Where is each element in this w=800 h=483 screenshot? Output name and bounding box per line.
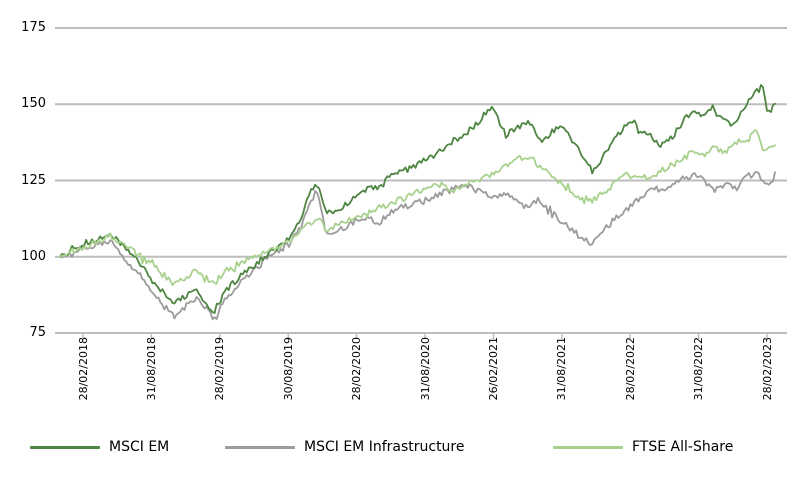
legend-line-msci-em (30, 445, 100, 449)
legend-line-ftse-all-share (553, 445, 623, 449)
legend-item-ftse-all-share: FTSE All-Share (553, 436, 733, 458)
y-axis-tick-label: 100 (21, 248, 46, 264)
y-axis-tick-label: 150 (21, 96, 46, 112)
x-axis-tick-label: 28/02/2018 (76, 337, 90, 401)
x-axis-tick-label: 28/02/2020 (350, 337, 364, 401)
series-line-ftse-all-share (59, 129, 776, 287)
x-axis-tick-label: 31/08/2020 (418, 337, 432, 401)
legend-item-msci-em-infrastructure: MSCI EM Infrastructure (225, 436, 465, 458)
series-line-msci-em (59, 84, 776, 314)
chart-legend: MSCI EM MSCI EM Infrastructure FTSE All-… (0, 436, 800, 462)
x-axis-tick-label: 31/08/2018 (144, 337, 158, 401)
y-axis-tick-label: 75 (29, 325, 46, 340)
y-axis-tick-label: 175 (21, 20, 46, 35)
legend-label-msci-em: MSCI EM (109, 439, 170, 455)
x-axis-tick-label: 30/08/2019 (281, 337, 295, 401)
x-axis-tick-label: 26/02/2021 (486, 337, 500, 401)
x-axis-tick-label: 28/02/2023 (760, 337, 774, 401)
x-axis-tick-label: 31/08/2021 (555, 337, 569, 401)
x-axis-tick-label: 28/02/2019 (213, 337, 227, 401)
legend-item-msci-em: MSCI EM (30, 436, 169, 458)
legend-label-ftse-all-share: FTSE All-Share (632, 439, 734, 455)
legend-label-msci-em-infrastructure: MSCI EM Infrastructure (304, 439, 465, 455)
x-axis-tick-label: 28/02/2022 (623, 337, 637, 401)
y-axis-tick-label: 125 (21, 172, 46, 188)
series-line-msci-em-infrastructure (59, 171, 776, 321)
x-axis-tick-label: 31/08/2022 (692, 337, 706, 401)
legend-line-msci-em-infrastructure (225, 445, 295, 449)
